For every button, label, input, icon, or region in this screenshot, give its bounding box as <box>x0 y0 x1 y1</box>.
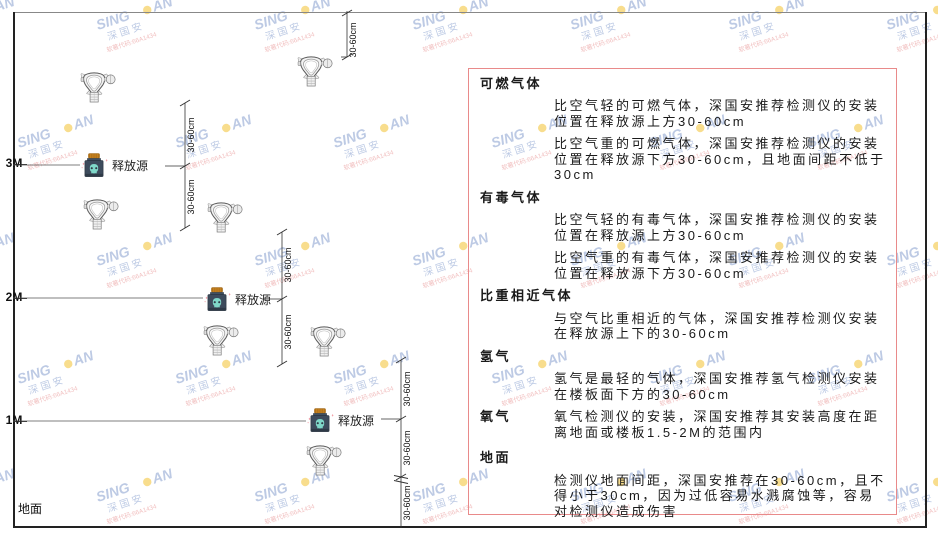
svg-text:30-60cm: 30-60cm <box>402 430 412 465</box>
svg-text:30-60cm: 30-60cm <box>283 247 293 282</box>
svg-text:30-60cm: 30-60cm <box>402 371 412 406</box>
svg-text:30-60cm: 30-60cm <box>348 22 358 57</box>
svg-text:30-60cm: 30-60cm <box>186 117 196 152</box>
svg-text:30-60cm: 30-60cm <box>402 485 412 520</box>
svg-text:30-60cm: 30-60cm <box>186 179 196 214</box>
svg-text:30-60cm: 30-60cm <box>283 314 293 349</box>
